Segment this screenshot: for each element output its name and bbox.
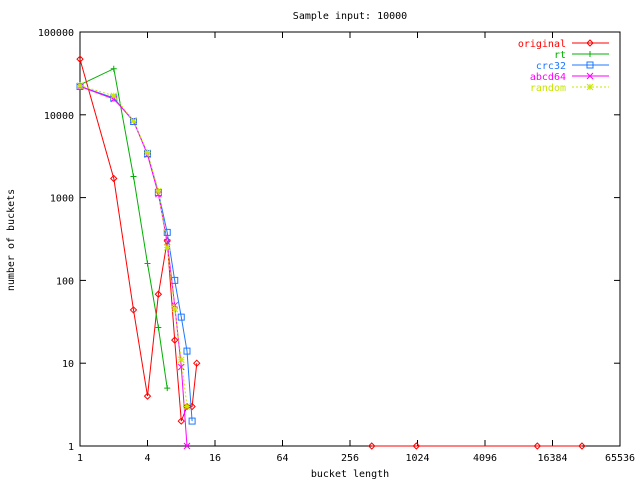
legend-label: abcd64 — [530, 72, 566, 83]
legend-label: original — [518, 39, 566, 50]
data-point — [177, 417, 185, 425]
legend-label: random — [530, 83, 566, 94]
data-point — [193, 359, 201, 367]
legend-marker — [587, 51, 593, 57]
data-point — [164, 385, 171, 392]
data-point — [155, 187, 162, 195]
data-point — [129, 306, 138, 314]
y-tick-label: 1 — [68, 442, 74, 453]
legend-marker — [586, 61, 594, 69]
y-tick-label: 10000 — [44, 111, 74, 122]
data-point — [155, 190, 162, 198]
axis-ticks: 1 4 16 64 256 1024 4096 16384 65536 1 10 100 1000 100… — [38, 28, 635, 464]
x-tick-label: 64 — [276, 453, 288, 464]
series-line — [79, 67, 168, 389]
data-point — [183, 403, 191, 410]
data-point — [188, 402, 196, 411]
data-point — [412, 442, 421, 450]
data-point — [76, 55, 84, 63]
series-rt — [77, 65, 171, 392]
data-point — [130, 173, 137, 180]
series-abcd64 — [76, 83, 191, 450]
data-point — [171, 336, 179, 344]
x-tick-label: 4 — [144, 453, 150, 464]
series-line — [79, 85, 188, 407]
data-point — [183, 442, 191, 450]
data-point — [163, 238, 171, 246]
data-point — [177, 356, 185, 364]
x-tick-label: 256 — [341, 453, 359, 464]
x-tick-label: 16 — [209, 453, 221, 464]
series-random — [76, 82, 191, 410]
x-axis-label: bucket length — [311, 469, 389, 480]
data-point — [154, 290, 163, 298]
data-point — [177, 313, 185, 321]
legend-marker — [586, 83, 594, 91]
data-point — [183, 347, 191, 355]
y-tick-label: 10 — [62, 359, 74, 370]
data-point — [76, 82, 84, 89]
data-point — [368, 442, 376, 450]
chart-title: Sample input: 10000 — [293, 11, 407, 22]
series-line — [79, 85, 188, 447]
data-point — [144, 260, 151, 267]
data-point — [110, 65, 117, 72]
data-point — [171, 305, 179, 313]
data-point — [163, 244, 171, 251]
legend-marker — [586, 39, 594, 47]
plot-axes — [79, 31, 621, 447]
x-tick-label: 65536 — [605, 453, 635, 464]
y-axis-label: number of buckets — [6, 189, 17, 291]
data-point — [130, 117, 137, 125]
x-tick-label: 1024 — [405, 453, 429, 464]
data-series — [76, 55, 586, 450]
data-point — [163, 228, 171, 236]
data-point — [188, 417, 196, 425]
series-line — [79, 59, 582, 447]
x-tick-label: 16384 — [537, 453, 567, 464]
y-tick-label: 100000 — [38, 28, 74, 39]
x-tick-label: 4096 — [473, 453, 497, 464]
data-point — [155, 324, 162, 331]
x-tick-label: 1 — [77, 453, 83, 464]
y-tick-label: 1000 — [50, 194, 74, 205]
legend-marker — [586, 72, 594, 80]
data-point — [533, 442, 542, 450]
legend-label: rt — [554, 50, 566, 61]
data-point — [110, 174, 118, 183]
series-original — [76, 55, 586, 450]
y-tick-label: 100 — [56, 276, 74, 287]
data-point — [143, 392, 152, 400]
plot-frame — [79, 31, 621, 447]
data-point — [578, 442, 586, 450]
series-line — [79, 85, 193, 422]
data-point — [177, 363, 185, 371]
legend-label: crc32 — [536, 61, 566, 72]
data-point — [144, 149, 151, 156]
data-point — [110, 92, 118, 100]
